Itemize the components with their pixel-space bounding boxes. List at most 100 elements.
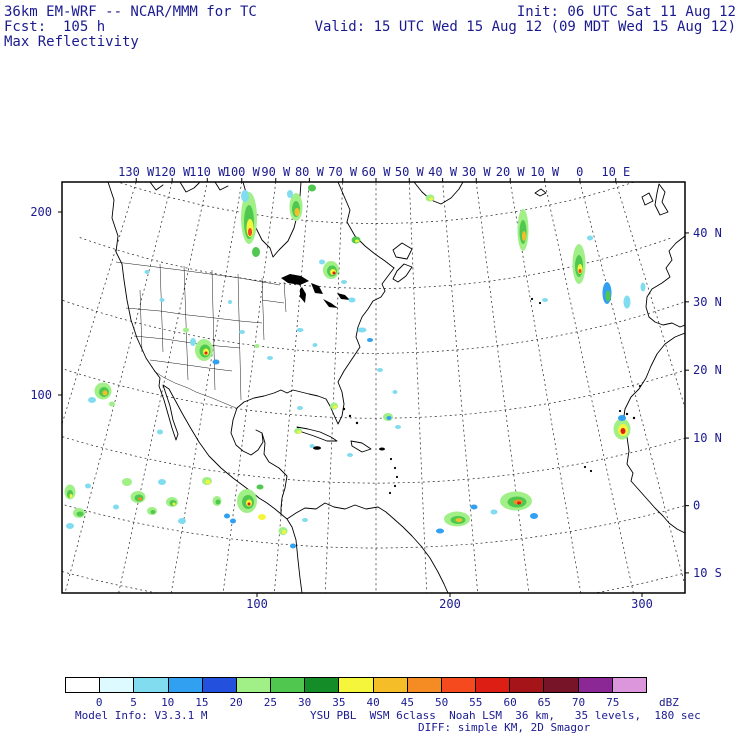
- longitude-gridline: [509, 182, 582, 593]
- colorbar-tick-label: 0: [95, 696, 103, 709]
- colorbar-cell: [612, 677, 647, 693]
- longitude-label: 20 W: [496, 165, 526, 179]
- reflectivity-echo: [297, 406, 303, 410]
- reflectivity-echo: [239, 330, 245, 334]
- longitude-gridline: [118, 182, 208, 593]
- reflectivity-echo: [159, 298, 165, 302]
- colorbar-tick-label: 5: [130, 696, 137, 709]
- grid-col-label: 100: [246, 597, 268, 611]
- reflectivity-echo: [122, 478, 132, 486]
- coastline-labrador: [337, 182, 395, 269]
- latitude-gridline: [79, 237, 673, 289]
- longitude-gridline: [222, 182, 277, 593]
- colorbar-cell: [236, 677, 272, 693]
- longitude-gridline: [442, 182, 479, 593]
- reflectivity-echo: [158, 479, 166, 485]
- reflectivity-echo: [88, 397, 96, 403]
- latitude-label: 40 N: [693, 226, 722, 240]
- colorbar-tick-label: 75: [606, 696, 620, 709]
- latitude-gridline: [62, 571, 685, 593]
- reflectivity-echo: [395, 425, 401, 429]
- latitude-gridline: [116, 182, 636, 224]
- coastline-south-america: [286, 502, 449, 593]
- latitude-label: 0: [693, 499, 700, 513]
- reflectivity-echo: [341, 280, 347, 284]
- longitude-label: 30 W: [462, 165, 492, 179]
- greenland: [413, 182, 464, 205]
- reflectivity-echo: [258, 514, 266, 520]
- reflectivity-echo: [183, 327, 189, 333]
- colorbar-tick-label: 50: [434, 696, 449, 709]
- reflectivity-echo: [578, 269, 582, 273]
- reflectivity-echo: [490, 509, 498, 515]
- longitude-gridline: [62, 182, 137, 426]
- coastline-europe-iberia: [645, 235, 685, 328]
- reflectivity-echo: [267, 356, 273, 360]
- grid-col-label: 200: [439, 597, 461, 611]
- reflectivity-echo: [618, 415, 626, 421]
- longitude-label: 0: [576, 165, 583, 179]
- field-title: Max Reflectivity: [4, 34, 139, 50]
- reflectivity-echo: [241, 190, 249, 202]
- azores: [530, 297, 542, 305]
- longitude-label: 80 W: [295, 165, 325, 179]
- latitude-label: 10 N: [693, 431, 722, 445]
- colorbar-tick-label: 20: [229, 696, 243, 709]
- reflectivity-echo: [522, 231, 526, 241]
- longitude-label: 10 E: [601, 165, 630, 179]
- reflectivity-echo: [355, 239, 359, 243]
- longitude-label: 40 W: [428, 165, 458, 179]
- reflectivity-echoes: [64, 184, 646, 549]
- colorbar-cell: [578, 677, 613, 693]
- longitude-label: 70 W: [328, 165, 358, 179]
- colorbar-cell: [66, 677, 101, 693]
- reflectivity-echo: [333, 405, 337, 409]
- ireland: [641, 192, 654, 206]
- longitude-gridline: [475, 182, 530, 593]
- reflectivity-echo: [357, 327, 367, 333]
- reflectivity-echo: [347, 453, 353, 457]
- latitude-label: 20 N: [693, 363, 722, 377]
- longitude-gridline: [544, 182, 634, 593]
- longitude-label: 120 W: [154, 165, 191, 179]
- jamaica: [313, 446, 321, 450]
- reflectivity-echo: [542, 298, 548, 302]
- reflectivity-echo: [69, 494, 73, 498]
- longitude-label: 60 W: [362, 165, 392, 179]
- longitude-label: 90 W: [261, 165, 291, 179]
- longitude-gridline: [324, 182, 344, 593]
- colorbar-tick-label: 45: [400, 696, 415, 709]
- model-version: Model Info: V3.3.1 M: [75, 709, 208, 722]
- reflectivity-echo: [224, 513, 230, 519]
- longitude-gridline: [170, 182, 243, 593]
- colorbar: [65, 677, 647, 693]
- cuba: [296, 426, 338, 442]
- colorbar-cell: [305, 677, 340, 693]
- reflectivity-echo: [587, 235, 593, 241]
- init-time: Init: 06 UTC Sat 11 Aug 12: [516, 4, 736, 20]
- graticule: [62, 182, 685, 593]
- colorbar-cell: [510, 677, 545, 693]
- colorbar-cell: [134, 677, 169, 693]
- reflectivity-echo: [530, 513, 538, 519]
- reflectivity-echo: [76, 511, 84, 517]
- lesser-antilles: [388, 457, 399, 495]
- longitude-gridline: [408, 182, 428, 593]
- reflectivity-echo: [204, 351, 208, 355]
- reflectivity-echo: [178, 518, 186, 524]
- reflectivity-echo: [109, 401, 115, 407]
- colorbar-cell: [544, 677, 579, 693]
- reflectivity-echo: [309, 444, 315, 448]
- us-state-borders: [115, 261, 287, 409]
- colorbar-cell: [339, 677, 374, 693]
- colorbar-tick-label: 30: [297, 696, 312, 709]
- reflectivity-echo: [256, 484, 264, 490]
- hispaniola: [350, 440, 372, 453]
- model-title: 36km EM-WRF -- NCAR/MMM for TC: [4, 4, 257, 20]
- reflectivity-echo: [247, 502, 251, 506]
- colorbar-cell: [407, 677, 442, 693]
- reflectivity-echo: [623, 295, 631, 309]
- colorbar-cell: [476, 677, 511, 693]
- reflectivity-echo: [230, 518, 236, 524]
